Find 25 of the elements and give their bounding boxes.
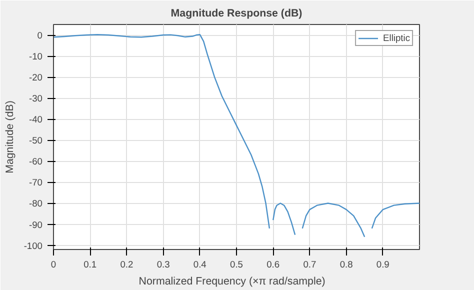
- y-tick-label: -30: [29, 94, 42, 104]
- y-tick-label: -50: [29, 136, 42, 146]
- y-tick-label: -100: [24, 240, 42, 251]
- y-tick-label: -60: [29, 156, 42, 167]
- x-tick-label: 0.2: [120, 260, 134, 270]
- x-tick-label: 0.1: [84, 260, 97, 270]
- y-tick-label: -20: [29, 72, 42, 83]
- y-tick-label: -80: [29, 198, 42, 209]
- y-tick-label: -90: [29, 220, 42, 230]
- y-tick-label: -10: [29, 52, 42, 62]
- x-tick-label: 0.5: [230, 260, 243, 270]
- y-axis-title: Magnitude (dB): [4, 100, 16, 174]
- x-tick-label: 0.4: [193, 260, 206, 270]
- y-tick-label: 0: [37, 30, 43, 41]
- x-tick-label: 0.6: [266, 260, 280, 270]
- legend-label: Elliptic: [383, 33, 410, 43]
- x-tick-label: 0.7: [303, 260, 316, 270]
- x-axis-title: Normalized Frequency (×π rad/sample): [138, 276, 326, 288]
- chart-title: Magnitude Response (dB): [170, 8, 303, 20]
- y-tick-label: -70: [29, 178, 42, 188]
- x-tick-label: 0.8: [340, 260, 353, 270]
- x-tick-label: 0.9: [376, 260, 390, 270]
- x-tick-label: 0.3: [156, 260, 170, 270]
- x-tick-label: 0: [50, 260, 56, 270]
- y-tick-label: -40: [29, 114, 42, 125]
